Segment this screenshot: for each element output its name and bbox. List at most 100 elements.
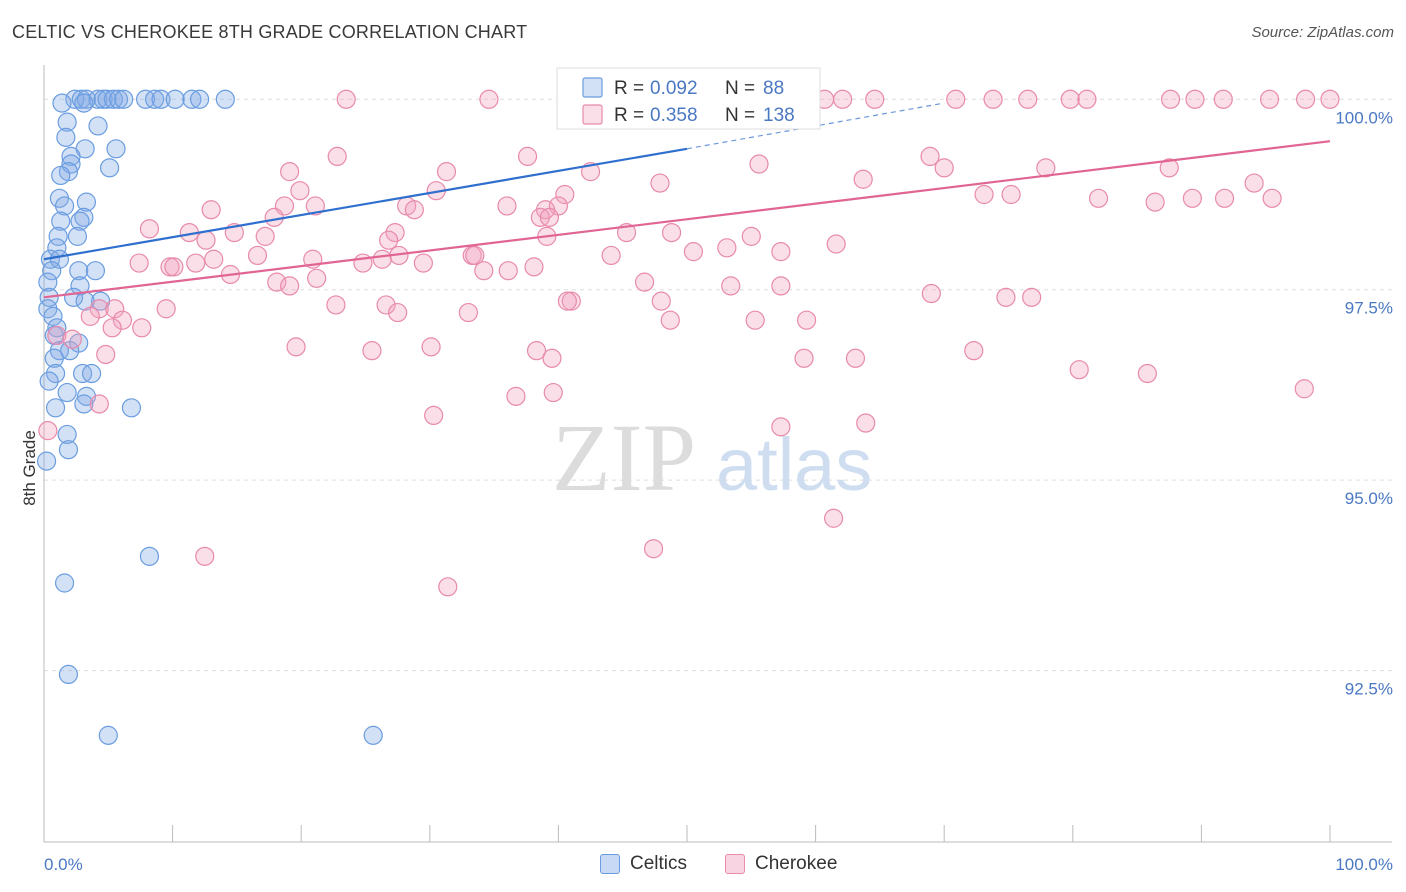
point-celtics-70	[58, 664, 79, 685]
point-celtics-22	[106, 139, 126, 159]
point-cherokee-134	[195, 546, 215, 566]
point-cherokee-51	[264, 207, 284, 227]
correlation-swatch-0	[582, 77, 603, 98]
point-cherokee-27	[280, 162, 300, 182]
point-cherokee-55	[255, 226, 275, 246]
correlation-r-value-1: 0.358	[650, 105, 698, 126]
point-cherokee-90	[634, 272, 655, 292]
y-axis-label: 8th Grade	[20, 430, 39, 506]
point-celtics-59	[39, 371, 59, 391]
point-cherokee-56	[385, 222, 405, 243]
series-legend: Celtics Cherokee	[0, 850, 1406, 880]
y-tick-labels: 100.0% 97.5% 95.0% 92.5%	[1335, 108, 1393, 698]
watermark-atlas: atlas	[716, 423, 872, 506]
point-cherokee-33	[290, 181, 310, 201]
point-cherokee-19	[1320, 89, 1340, 109]
point-cherokee-79	[164, 257, 184, 277]
point-cherokee-63	[379, 230, 399, 250]
point-celtics-33	[70, 211, 90, 231]
point-cherokee-89	[307, 268, 327, 288]
point-celtics-13	[182, 89, 202, 109]
point-celtics-55	[44, 348, 64, 368]
point-celtics-35	[67, 226, 88, 246]
correlation-n-value-1: 138	[763, 105, 795, 126]
y-tick-label-3: 92.5%	[1345, 680, 1393, 699]
point-cherokee-1	[479, 89, 499, 109]
point-cherokee-130	[771, 417, 791, 437]
point-cherokee-106	[132, 318, 152, 338]
point-cherokee-88	[280, 276, 300, 296]
point-cherokee-10	[983, 89, 1003, 109]
point-cherokee-93	[921, 283, 941, 304]
point-cherokee-15	[1185, 89, 1205, 109]
point-celtics-8	[114, 89, 134, 109]
point-cherokee-109	[458, 302, 478, 323]
point-celtics-18	[57, 112, 77, 132]
point-celtics-16	[52, 93, 72, 113]
grid-lines	[44, 98, 1392, 672]
point-cherokee-87	[267, 272, 287, 292]
point-cherokee-117	[362, 341, 382, 361]
point-celtics-5	[97, 89, 117, 109]
point-cherokee-42	[1145, 192, 1165, 212]
point-cherokee-76	[204, 249, 224, 269]
point-cherokee-12	[1060, 89, 1080, 109]
point-celtics-26	[99, 158, 120, 178]
x-tick-labels: 0.0% 100.0%	[44, 855, 1393, 874]
point-cherokee-44	[305, 196, 325, 216]
legend-swatch-cherokee	[725, 854, 745, 874]
point-celtics-42	[38, 272, 58, 292]
source-label: Source: ZipAtlas.com	[1251, 24, 1394, 41]
point-cherokee-115	[96, 344, 116, 365]
point-cherokee-37	[1001, 184, 1021, 205]
point-cherokee-49	[404, 200, 424, 220]
point-celtics-20	[56, 127, 76, 147]
point-cherokee-58	[661, 222, 682, 243]
correlation-r-label-1: R =	[614, 105, 644, 126]
point-cherokee-32	[1244, 173, 1264, 193]
point-celtics-50	[47, 318, 67, 338]
point-cherokee-11	[1018, 89, 1038, 109]
point-celtics-54	[60, 341, 80, 361]
y-tick-label-1: 97.5%	[1345, 299, 1393, 318]
x-tick-label-0: 0.0%	[44, 855, 83, 874]
point-cherokee-123	[964, 341, 984, 361]
point-cherokee-40	[1214, 188, 1235, 208]
point-cherokee-91	[721, 276, 741, 296]
point-celtics-69	[54, 573, 75, 593]
point-celtics-11	[151, 89, 171, 109]
point-cherokee-84	[498, 261, 518, 281]
point-celtics-58	[81, 363, 102, 384]
point-cherokee-25	[1036, 158, 1056, 178]
point-celtics-41	[85, 261, 106, 281]
point-cherokee-102	[376, 295, 396, 315]
point-cherokee-16	[1213, 89, 1233, 109]
point-cherokee-20	[327, 146, 347, 167]
point-celtics-31	[74, 207, 94, 227]
point-cherokee-18	[1295, 89, 1316, 109]
point-cherokee-129	[543, 382, 563, 403]
point-celtics-29	[76, 192, 97, 212]
point-cherokee-8	[865, 89, 885, 109]
point-celtics-72	[363, 725, 383, 745]
point-cherokee-126	[1294, 379, 1314, 399]
correlation-swatch-1	[582, 104, 603, 125]
point-celtics-66	[58, 440, 79, 460]
point-cherokee-120	[542, 348, 562, 368]
point-cherokee-26	[1159, 158, 1179, 178]
point-cherokee-69	[771, 242, 791, 262]
point-cherokee-13	[1077, 89, 1097, 109]
point-celtics-32	[51, 211, 71, 231]
point-cherokee-137	[38, 421, 58, 441]
point-cherokee-82	[413, 253, 433, 273]
point-cherokee-110	[660, 310, 680, 330]
point-cherokee-62	[196, 230, 216, 250]
point-celtics-56	[45, 363, 66, 384]
point-celtics-63	[45, 398, 66, 418]
point-cherokee-14	[1160, 89, 1181, 109]
point-cherokee-70	[247, 245, 268, 266]
point-cherokee-135	[438, 577, 458, 597]
point-cherokee-94	[996, 287, 1016, 307]
point-celtics-60	[57, 382, 77, 403]
legend-swatch-celtics	[600, 854, 620, 874]
